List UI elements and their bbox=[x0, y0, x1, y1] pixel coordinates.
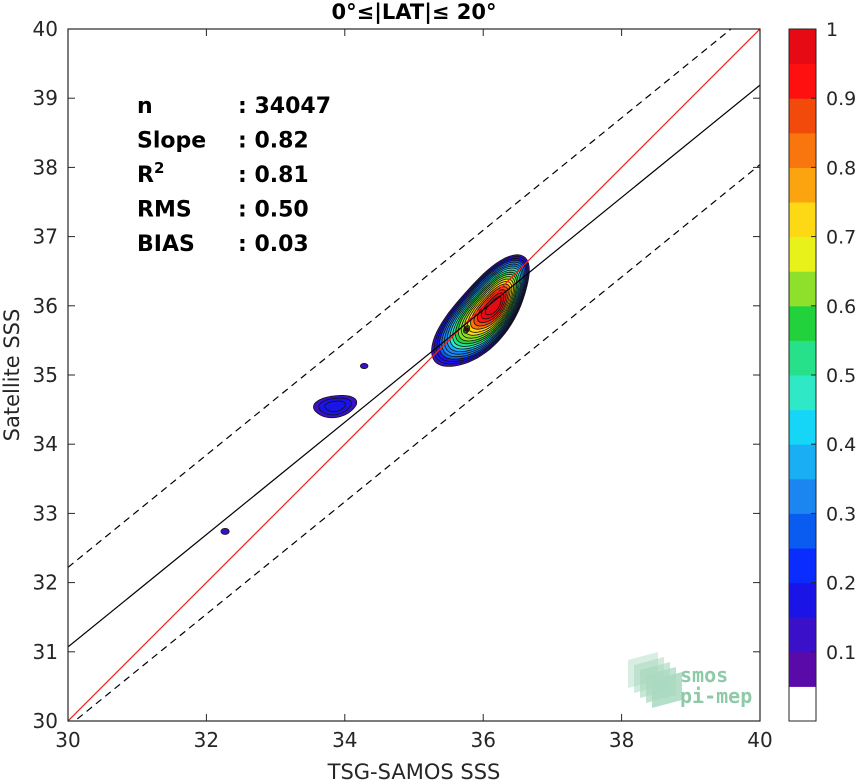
contour-cluster-small-35 bbox=[359, 363, 369, 369]
colorbar-tick-label: 0.7 bbox=[826, 227, 856, 249]
colorbar-tick-label: 0.9 bbox=[826, 88, 856, 110]
colorbar-tick-label: 0.6 bbox=[826, 296, 856, 318]
colorbar-band bbox=[789, 63, 816, 99]
y-tick-label: 37 bbox=[33, 225, 58, 249]
stat-row-rms: RMS : 0.50 bbox=[137, 198, 309, 223]
stat-label-superscript: 2 bbox=[154, 159, 164, 177]
colorbar-band bbox=[789, 236, 816, 272]
colorbar-tick-label: 0.5 bbox=[826, 365, 856, 387]
colorbar-tick-label: 0.4 bbox=[826, 434, 856, 456]
colorbar-band bbox=[789, 651, 816, 687]
colorbar-band bbox=[789, 548, 816, 584]
stat-label: Slope bbox=[137, 129, 206, 154]
stat-value: : 0.50 bbox=[238, 198, 309, 223]
colorbar-band bbox=[789, 582, 816, 618]
colorbar-band bbox=[789, 202, 816, 238]
colorbar-band bbox=[789, 513, 816, 549]
colorbar-tick-label: 0.1 bbox=[826, 642, 856, 664]
x-tick-label: 40 bbox=[747, 728, 772, 752]
stat-row-bias: BIAS : 0.03 bbox=[137, 232, 309, 257]
contour-level bbox=[220, 528, 230, 535]
x-tick-label: 30 bbox=[55, 728, 80, 752]
y-tick-label: 34 bbox=[33, 432, 58, 456]
y-tick-label: 36 bbox=[33, 294, 58, 318]
stat-label: n bbox=[137, 94, 153, 119]
contour-level bbox=[465, 327, 468, 331]
colorbar-band bbox=[789, 686, 816, 722]
regression-line bbox=[68, 84, 760, 648]
stat-label: BIAS bbox=[137, 232, 195, 257]
contour-level bbox=[485, 296, 502, 316]
reference-lines bbox=[68, 29, 760, 721]
colorbar-band bbox=[789, 271, 816, 307]
colorbar-band bbox=[789, 305, 816, 341]
y-tick-label: 30 bbox=[33, 709, 58, 733]
y-tick-label: 35 bbox=[33, 363, 58, 387]
regression-minus-offset-line bbox=[73, 164, 760, 721]
colorbar-tick-label: 0.3 bbox=[826, 503, 856, 525]
stat-value: : 0.81 bbox=[238, 163, 309, 188]
colorbar-band bbox=[789, 132, 816, 168]
logo-layer-shape bbox=[652, 672, 682, 708]
x-axis-label: TSG-SAMOS SSS bbox=[327, 760, 501, 784]
logo-text-pimep: pi-mep bbox=[680, 684, 752, 708]
colorbar-tick-label: 0.2 bbox=[826, 573, 856, 595]
stat-label: RMS bbox=[137, 198, 192, 223]
colorbar-band bbox=[789, 340, 816, 376]
stat-row-slope: Slope : 0.82 bbox=[137, 129, 309, 154]
contour-cluster-small-32 bbox=[220, 528, 230, 535]
x-tick-label: 38 bbox=[609, 728, 634, 752]
chart-title: 0°≤|LAT|≤ 20° bbox=[331, 0, 496, 25]
x-tick-label: 32 bbox=[194, 728, 219, 752]
identity-line bbox=[68, 29, 760, 721]
colorbar-band bbox=[789, 478, 816, 514]
colorbar-band bbox=[789, 29, 816, 65]
stat-row-n: n : 34047 bbox=[137, 94, 331, 119]
y-tick-label: 32 bbox=[33, 571, 58, 595]
y-tick-label: 33 bbox=[33, 501, 58, 525]
x-tick-label: 36 bbox=[470, 728, 495, 752]
stat-value: : 0.03 bbox=[238, 232, 309, 257]
axes: 30 32 34 36 38 40 30 31 32 33 34 35 36 37 38 39 40 bbox=[33, 17, 773, 752]
colorbar-tick-label: 0.8 bbox=[826, 157, 856, 179]
contour-level bbox=[359, 363, 369, 369]
colorbar-band bbox=[789, 409, 816, 445]
y-axis-label: Satellite SSS bbox=[0, 309, 24, 442]
colorbar-band bbox=[789, 617, 816, 653]
y-tick-label: 40 bbox=[33, 17, 58, 41]
colorbar-band bbox=[789, 167, 816, 203]
stat-value: : 34047 bbox=[238, 94, 331, 119]
colorbar-band bbox=[789, 444, 816, 480]
colorbar-band bbox=[789, 375, 816, 411]
y-tick-label: 38 bbox=[33, 155, 58, 179]
colorbar-tick-label: 1 bbox=[826, 19, 838, 41]
contour-level bbox=[324, 400, 346, 413]
regression-plus-offset-line bbox=[68, 29, 732, 568]
colorbar-band bbox=[789, 98, 816, 134]
y-tick-label: 31 bbox=[33, 640, 58, 664]
y-tick-label: 39 bbox=[33, 86, 58, 110]
stat-value: : 0.82 bbox=[238, 129, 309, 154]
colorbar: 0.1 0.2 0.3 0.4 0.5 0.6 0.7 0.8 0.9 1 bbox=[788, 19, 856, 722]
contour-cluster-small-34 bbox=[313, 395, 358, 419]
x-tick-label: 34 bbox=[332, 728, 357, 752]
logo-text-smos: smos bbox=[680, 663, 728, 687]
